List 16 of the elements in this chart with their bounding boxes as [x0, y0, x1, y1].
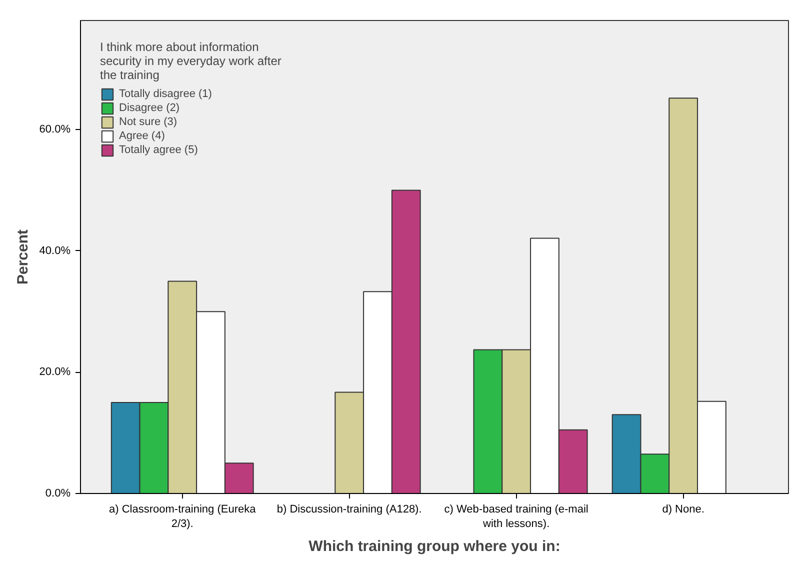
legend-label: Agree (4)	[119, 129, 165, 143]
y-axis-title: Percent	[14, 229, 32, 285]
legend-title: I think more about information security in my everyday work after the training	[100, 40, 282, 82]
y-tick-label: 40.0%	[39, 244, 71, 257]
y-tick-label: 20.0%	[39, 366, 71, 378]
x-tick-label: a) Classroom-training (Eureka 2/3).	[109, 504, 257, 530]
y-tick-label: 0.0%	[45, 488, 71, 500]
legend-label: Disagree (2)	[119, 101, 180, 115]
x-axis-title: Which training group where you in:	[308, 538, 560, 555]
y-tick-label: 60.0%	[39, 124, 71, 136]
legend-label: Not sure (3)	[119, 115, 178, 129]
x-tick-label: c) Web-based training (e-mail with lessons).	[444, 504, 588, 530]
legend-label: Totally agree (5)	[119, 143, 198, 157]
x-tick-label: b) Discussion-training (A128).	[276, 504, 422, 516]
x-tick-label: d) None.	[662, 504, 704, 516]
legend-label: Totally disagree (1)	[119, 87, 212, 101]
